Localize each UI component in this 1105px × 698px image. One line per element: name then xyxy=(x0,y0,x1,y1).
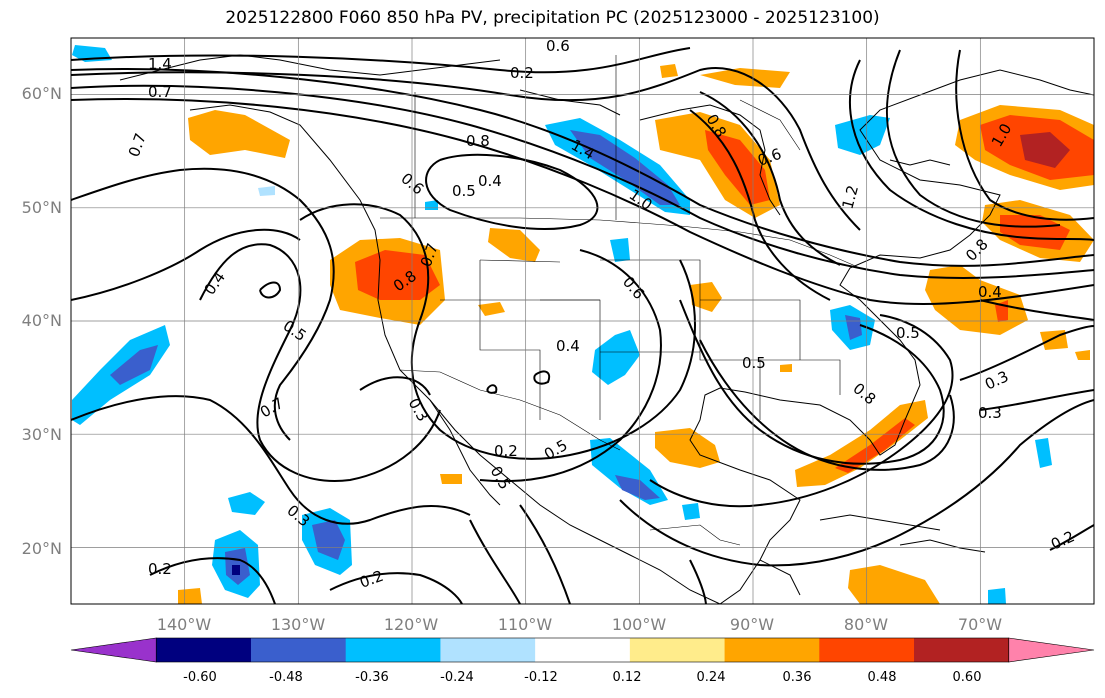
map-gridlines xyxy=(71,38,1094,604)
lon-tick-label: 90°W xyxy=(730,615,774,634)
colorbar-label: 0.60 xyxy=(953,670,982,685)
colorbar-segment xyxy=(819,638,915,662)
pv-contours xyxy=(71,47,1094,604)
lat-tick-label: 40°N xyxy=(22,311,62,330)
contour-label: 0.7 xyxy=(148,83,172,101)
colorbar-label: -0.12 xyxy=(524,670,558,685)
colorbar xyxy=(70,637,1095,663)
contour-label: 0.5 xyxy=(452,182,476,200)
map-title: 2025122800 F060 850 hPa PV, precipitatio… xyxy=(225,8,880,28)
colorbar-segment xyxy=(156,638,252,662)
colorbar-label: -0.36 xyxy=(355,670,389,685)
lon-tick-label: 80°W xyxy=(844,615,888,634)
colorbar-segment xyxy=(914,638,1010,662)
colorbar-label: -0.60 xyxy=(183,670,217,685)
precip-negative-shading xyxy=(72,45,1052,604)
lat-tick-labels: 60°N 50°N 40°N 30°N 20°N xyxy=(22,84,62,558)
colorbar-label: -0.48 xyxy=(269,670,303,685)
lon-tick-label: 100°W xyxy=(612,615,667,634)
contour-label: 0.2 xyxy=(494,442,518,460)
contour-label: 0.2 xyxy=(510,64,534,82)
lat-tick-label: 50°N xyxy=(22,198,62,217)
colorbar-segment xyxy=(724,638,820,662)
contour-label: 0.4 xyxy=(556,337,580,355)
contour-label: 0.5 xyxy=(742,354,766,372)
colorbar-label: 0.36 xyxy=(783,670,812,685)
lon-tick-label: 140°W xyxy=(157,615,212,634)
colorbar-outline xyxy=(155,637,1010,663)
contour-label: 0.4 xyxy=(978,283,1002,301)
colorbar-segment xyxy=(535,638,631,662)
lon-tick-labels: 140°W 130°W 120°W 110°W 100°W 90°W 80°W … xyxy=(157,615,1002,634)
contour-label: 0.6 xyxy=(546,37,570,55)
contour-label: 0.2 xyxy=(148,560,172,578)
map-frame xyxy=(70,37,1095,605)
contour-label: 0.5 xyxy=(896,324,920,342)
colorbar-label: 0.48 xyxy=(868,670,897,685)
contour-label: 1.2 xyxy=(838,183,862,211)
political-borders xyxy=(380,55,861,546)
colorbar-segment xyxy=(345,638,441,662)
contour-label: 0.4 xyxy=(478,172,502,190)
colorbar-segment xyxy=(250,638,347,662)
colorbar-labels: -0.60 -0.48 -0.36 -0.24 -0.12 0.12 0.24 … xyxy=(183,670,981,685)
colorbar-segment xyxy=(629,638,726,662)
lon-tick-label: 120°W xyxy=(384,615,439,634)
colorbar-extend-max xyxy=(1008,637,1095,663)
lat-tick-label: 60°N xyxy=(22,84,62,103)
colorbar-extend-min xyxy=(70,637,157,663)
colorbar-label: 0.12 xyxy=(613,670,642,685)
colorbar-label: -0.24 xyxy=(440,670,474,685)
contour-label: 1.4 xyxy=(148,55,172,73)
lat-tick-label: 20°N xyxy=(22,539,62,558)
contour-label: 0.3 xyxy=(978,404,1002,422)
colorbar-segment xyxy=(440,638,536,662)
colorbar-label: 0.24 xyxy=(697,670,726,685)
lon-tick-label: 130°W xyxy=(271,615,326,634)
lon-tick-label: 110°W xyxy=(498,615,553,634)
precip-positive-shading xyxy=(178,64,1094,604)
contour-label: 0.8 xyxy=(466,132,490,150)
lat-tick-label: 30°N xyxy=(22,425,62,444)
lon-tick-label: 70°W xyxy=(958,615,1002,634)
